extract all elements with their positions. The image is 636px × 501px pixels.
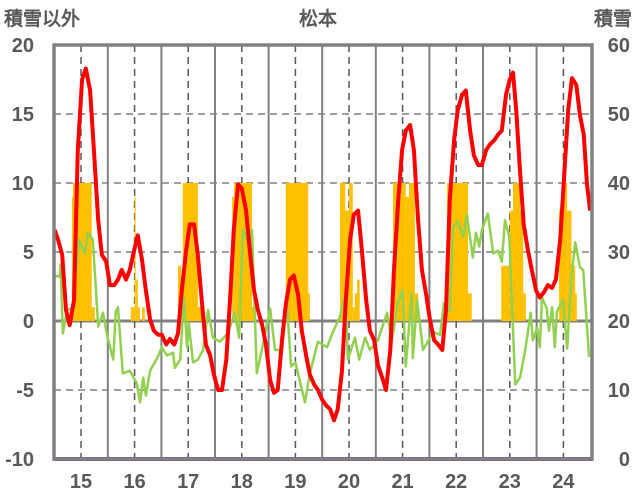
red-series-line <box>52 66 593 423</box>
y-right-tick-label: 10 <box>608 380 630 402</box>
snow-bar <box>405 196 410 321</box>
snow-bar <box>142 307 145 321</box>
snow-bar <box>354 293 358 321</box>
snow-bar <box>519 210 524 321</box>
snow-bar <box>467 293 472 321</box>
snow-bar <box>563 183 568 321</box>
snow-bar <box>134 196 136 321</box>
x-tick-label: 20 <box>338 471 360 493</box>
snow-bar <box>513 183 520 321</box>
x-tick-label: 16 <box>123 471 145 493</box>
y-right-tick-label: 20 <box>608 311 630 333</box>
y-right-tick-label: 30 <box>608 242 630 264</box>
y-left-tick-label: -10 <box>5 449 34 471</box>
snow-bar <box>397 196 401 321</box>
x-tick-label: 18 <box>231 471 253 493</box>
y-right-tick-label: 0 <box>619 449 630 471</box>
x-tick-label: 21 <box>391 471 413 493</box>
x-tick-label: 17 <box>177 471 199 493</box>
snow-bar <box>130 307 135 321</box>
chart-title: 松本 <box>299 7 337 30</box>
snow-bar <box>409 183 415 321</box>
tick-labels: -10 -5 0 5 10 15 20 0 10 20 30 40 50 60 15 16 17 18 19 20 21… <box>5 35 630 493</box>
y-left-tick-label: 0 <box>23 311 34 333</box>
snow-bar <box>523 293 526 321</box>
snow-bar <box>137 307 140 321</box>
snow-bar <box>91 307 95 321</box>
y-right-tick-label: 60 <box>608 35 630 57</box>
y-left-tick-label: 10 <box>12 173 34 195</box>
snow-bar <box>251 307 255 321</box>
snow-bar <box>308 293 310 321</box>
y-left-tick-label: -5 <box>16 380 34 402</box>
green-series-line <box>53 212 591 404</box>
snow-bar <box>575 293 577 321</box>
snow-bar <box>135 279 138 321</box>
snow-bar <box>567 210 572 321</box>
snow-bar <box>352 307 355 321</box>
snow-bar <box>501 265 510 321</box>
snow-bar <box>285 183 309 321</box>
snow-bar <box>559 210 564 321</box>
snow-bar <box>339 183 346 321</box>
plot-frame <box>52 43 594 461</box>
snow-bar <box>571 265 576 321</box>
x-tick-label: 22 <box>445 471 467 493</box>
snow-bar <box>447 183 468 321</box>
right-axis-label: 積雪 <box>594 7 632 30</box>
y-right-tick-label: 40 <box>608 173 630 195</box>
snow-bar <box>400 183 406 321</box>
snow-bar <box>182 183 198 321</box>
snow-bar <box>197 307 204 321</box>
snow-bar <box>357 279 360 321</box>
y-right-tick-label: 50 <box>608 104 630 126</box>
x-tick-label: 23 <box>499 471 521 493</box>
x-tick-label: 24 <box>552 471 575 493</box>
y-left-tick-label: 15 <box>12 104 34 126</box>
left-axis-label: 積雪以外 <box>4 7 80 30</box>
x-tick-label: 19 <box>284 471 306 493</box>
x-tick-label: 15 <box>70 471 92 493</box>
snow-bar <box>71 196 73 321</box>
y-left-tick-label: 20 <box>12 35 34 57</box>
y-left-tick-label: 5 <box>23 242 34 264</box>
